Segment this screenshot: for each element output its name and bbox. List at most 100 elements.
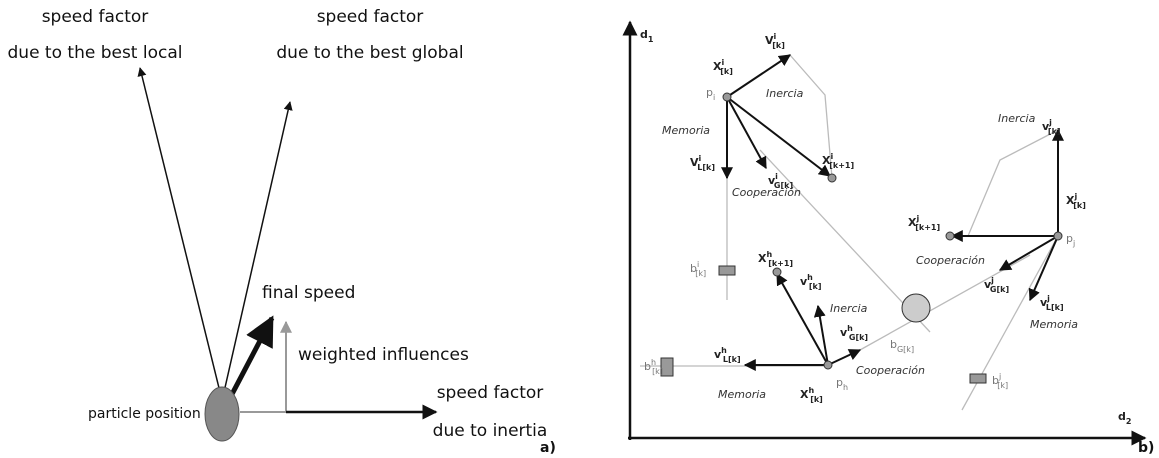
panel-b: d1 d2 b) Inercia Memoria Cooperación Ine… xyxy=(622,20,1154,456)
symbol-sub: [k] xyxy=(1073,201,1086,210)
label: due to inertia xyxy=(433,421,548,441)
symbol-base: d xyxy=(640,28,648,41)
label: final speed xyxy=(262,283,355,303)
symbol: bh [k] xyxy=(644,358,663,376)
word: Cooperación xyxy=(856,364,925,377)
symbol-base: v xyxy=(840,326,848,339)
arrow-global xyxy=(223,101,293,393)
label: weighted influences xyxy=(298,345,469,365)
symbol-sup: i xyxy=(697,260,699,269)
symbol-sub: [k+1] xyxy=(768,259,793,268)
points xyxy=(660,92,1063,384)
word: Cooperación xyxy=(916,254,985,267)
word: Cooperación xyxy=(732,186,801,199)
label: due to the best global xyxy=(276,43,463,63)
label: speed factor xyxy=(437,383,544,403)
symbol: Xi [k] xyxy=(713,58,733,76)
symbol: Xh [k+1] xyxy=(758,250,793,268)
symbol: ph xyxy=(836,376,848,392)
axis-label: d1 xyxy=(640,28,654,44)
symbol: vh G[k] xyxy=(840,324,868,342)
symbol-base: p xyxy=(1066,232,1073,245)
symbol-base: X xyxy=(800,388,809,401)
symbol-base: v xyxy=(1040,296,1048,309)
symbol-sub: [k+1] xyxy=(829,161,854,170)
symbol-sub: 2 xyxy=(1126,417,1132,426)
guides xyxy=(640,54,1059,411)
panel-a: speed factor due to the best local speed… xyxy=(8,7,556,456)
symbol-base: v xyxy=(714,348,722,361)
symbol-base: X xyxy=(822,154,831,167)
symbol-sub: L[k] xyxy=(723,355,741,364)
symbol-base: X xyxy=(758,252,767,265)
symbol: pi xyxy=(706,86,715,102)
arrow-final xyxy=(227,315,275,400)
symbol: bj [k] xyxy=(992,372,1008,390)
symbol-base: v xyxy=(800,275,808,288)
symbol-sub: [k+1] xyxy=(915,223,940,232)
word: Inercia xyxy=(998,112,1036,125)
symbol: vj G[k] xyxy=(984,276,1009,294)
arrow-local xyxy=(137,67,221,393)
symbol-base: X xyxy=(1066,194,1075,207)
symbol-sup: i xyxy=(830,152,833,161)
symbol-sub: h xyxy=(843,383,848,392)
symbol-base: V xyxy=(690,156,699,169)
symbol: Vi [k] xyxy=(765,32,785,50)
symbol: vh [k] xyxy=(800,273,822,291)
symbol-sup: j xyxy=(1048,118,1052,127)
symbol-base: p xyxy=(836,376,843,389)
tag: a) xyxy=(540,440,556,456)
label: speed factor xyxy=(42,7,149,27)
symbol: bi [k] xyxy=(690,260,706,278)
symbol-base: v xyxy=(1042,120,1050,133)
symbol-sub: G[k] xyxy=(774,181,793,190)
symbol-sup: h xyxy=(808,386,814,395)
symbol-base: b xyxy=(690,262,697,275)
symbol: vh L[k] xyxy=(714,346,741,364)
symbol-sup: i xyxy=(775,172,778,181)
symbol-sub: [k] xyxy=(695,269,706,278)
symbol: Vi L[k] xyxy=(690,154,715,172)
symbol-base: b xyxy=(890,338,897,351)
tag: b) xyxy=(1138,440,1154,456)
symbol: bG[k] xyxy=(890,338,914,354)
symbol: vj [k] xyxy=(1042,118,1061,136)
symbol-sup: h xyxy=(847,324,853,333)
symbol-sup: i xyxy=(774,32,777,41)
symbol-sup: i xyxy=(699,154,702,163)
symbol-base: X xyxy=(908,216,917,229)
word: Inercia xyxy=(766,87,804,100)
symbol: Xh [k] xyxy=(800,386,823,404)
symbol-sup: j xyxy=(1073,192,1077,201)
symbol-sup: j xyxy=(990,276,994,285)
symbol-base: v xyxy=(768,174,776,187)
symbol-sub: [k] xyxy=(810,395,823,404)
symbol-base: X xyxy=(713,60,722,73)
symbol-sub: [k] xyxy=(652,367,663,376)
symbol-sub: i xyxy=(713,93,715,102)
symbol-sub: 1 xyxy=(648,35,654,44)
symbol-sub: [k] xyxy=(809,282,822,291)
symbol-base: b xyxy=(992,374,999,387)
word: Memoria xyxy=(718,388,766,401)
symbol-sup: i xyxy=(721,58,724,67)
symbol-sup: h xyxy=(651,358,656,367)
axis-label: d2 xyxy=(1118,410,1131,426)
symbol-sup: h xyxy=(766,250,772,259)
word: Inercia xyxy=(830,302,868,315)
symbol-sub: G[k] xyxy=(849,333,868,342)
symbol-sub: j xyxy=(1072,239,1075,248)
particle xyxy=(204,386,240,442)
label: due to the best local xyxy=(8,43,183,63)
symbol-sub: L[k] xyxy=(1046,303,1064,312)
label: particle position xyxy=(88,406,201,422)
symbol-sub: G[k] xyxy=(897,345,914,354)
symbol-base: V xyxy=(765,34,774,47)
symbol-sub: [k] xyxy=(772,41,785,50)
symbol-sup: h xyxy=(807,273,813,282)
symbol: Xj [k] xyxy=(1066,192,1086,210)
symbol-sub: [k] xyxy=(997,381,1008,390)
vectors xyxy=(721,54,1064,371)
symbol-sub: G[k] xyxy=(990,285,1009,294)
